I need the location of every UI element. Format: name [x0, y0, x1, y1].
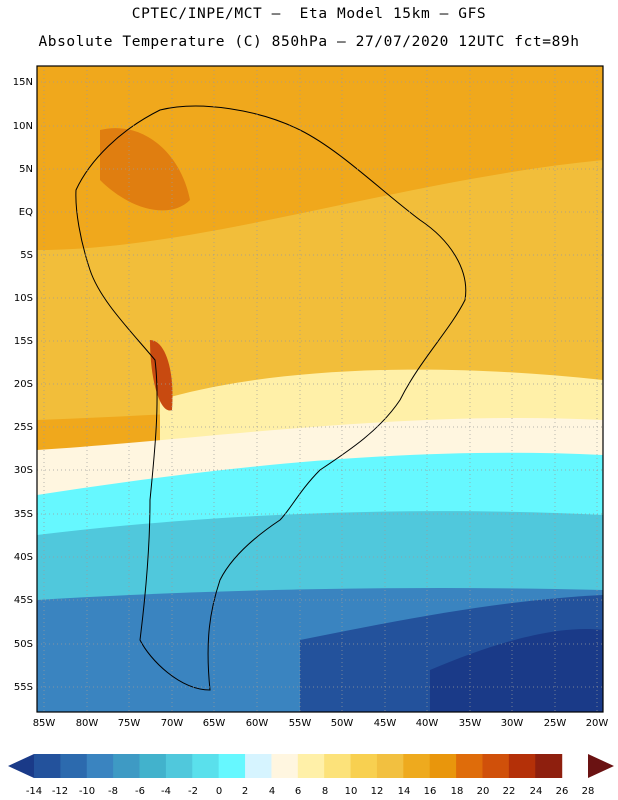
colorbar-label: -6: [135, 786, 145, 797]
field-darkest-blue-patch: [430, 629, 603, 712]
colorbar-label: -12: [52, 786, 68, 797]
colorbar-label: 0: [216, 786, 222, 797]
colorbar-label: 10: [345, 786, 358, 797]
colorbar-cell: [482, 754, 510, 778]
lon-label: 25W: [544, 718, 567, 729]
colorbar-label: 8: [322, 786, 328, 797]
lon-label: 60W: [246, 718, 269, 729]
colorbar-cell: [113, 754, 141, 778]
colorbar-label: 2: [242, 786, 248, 797]
colorbar-label: 4: [269, 786, 275, 797]
lat-label: 30S: [14, 465, 33, 476]
map-title-line1: CPTEC/INPE/MCT – Eta Model 15km – GFS: [131, 6, 487, 22]
colorbar-labels: -14 -12 -10 -8 -6 -4 -2 0 2 4 6 8 10 12 …: [26, 786, 595, 797]
colorbar-cell: [34, 754, 61, 778]
colorbar: -14 -12 -10 -8 -6 -4 -2 0 2 4 6 8 10 12 …: [8, 754, 614, 797]
colorbar-label: 16: [424, 786, 437, 797]
colorbar-label: 28: [582, 786, 595, 797]
field-light-blue-band: [37, 511, 603, 610]
temperature-field: [37, 66, 603, 712]
colorbar-label: 14: [398, 786, 411, 797]
lon-label: 45W: [374, 718, 397, 729]
colorbar-cell: [324, 754, 352, 778]
latitude-labels: 15N 10N 5N EQ 5S 10S 15S 20S 25S 30S 35S…: [13, 77, 33, 693]
lat-label: 35S: [14, 509, 33, 520]
colorbar-high-arrow: [588, 754, 614, 778]
lon-label: 30W: [501, 718, 524, 729]
lat-label: 25S: [14, 422, 33, 433]
colorbar-cell: [165, 754, 193, 778]
colorbar-label: 18: [451, 786, 464, 797]
colorbar-cell: [376, 754, 404, 778]
colorbar-cell: [139, 754, 167, 778]
lat-label: EQ: [19, 207, 33, 218]
colorbar-label: -4: [161, 786, 171, 797]
field-warm-band: [37, 160, 603, 420]
lat-label: 55S: [14, 682, 33, 693]
colorbar-cell: [456, 754, 484, 778]
map-title-line2: Absolute Temperature (C) 850hPa – 27/07/…: [38, 34, 580, 50]
map-frame: [36, 65, 604, 713]
colorbar-low-arrow: [8, 754, 34, 778]
colorbar-cell: [429, 754, 457, 778]
colorbar-label: 20: [477, 786, 490, 797]
lat-label: 10N: [13, 121, 33, 132]
lon-label: 40W: [416, 718, 439, 729]
colorbar-label: -2: [188, 786, 198, 797]
colorbar-cell: [192, 754, 220, 778]
colorbar-cell: [218, 754, 246, 778]
colorbar-label: 26: [556, 786, 569, 797]
lat-label: 5S: [20, 250, 33, 261]
lon-label: 70W: [161, 718, 184, 729]
colorbar-label: 6: [295, 786, 301, 797]
colorbar-cell: [350, 754, 378, 778]
lon-label: 80W: [76, 718, 99, 729]
lat-label: 5N: [19, 164, 33, 175]
longitude-labels: 85W 80W 75W 70W 65W 60W 55W 50W 45W 40W …: [33, 718, 609, 729]
lon-label: 75W: [118, 718, 141, 729]
lon-label: 20W: [586, 718, 609, 729]
lon-label: 85W: [33, 718, 56, 729]
lat-label: 10S: [14, 293, 33, 304]
colorbar-cell: [508, 754, 536, 778]
lon-label: 50W: [331, 718, 354, 729]
colorbar-label: 22: [503, 786, 516, 797]
colorbar-label: 12: [371, 786, 384, 797]
field-cyan-band: [37, 452, 603, 540]
coastlines: [75, 105, 467, 691]
field-hot-patch: [150, 340, 173, 411]
colorbar-label: -14: [26, 786, 42, 797]
lon-label: 65W: [203, 718, 226, 729]
colorbar-cell: [403, 754, 431, 778]
lat-label: 20S: [14, 379, 33, 390]
colorbar-cell: [245, 754, 273, 778]
lon-label: 35W: [459, 718, 482, 729]
lat-label: 40S: [14, 552, 33, 563]
lon-label: 55W: [289, 718, 312, 729]
colorbar-cells: [34, 754, 563, 778]
colorbar-cell: [86, 754, 114, 778]
colorbar-cell: [60, 754, 88, 778]
colorbar-label: 24: [530, 786, 543, 797]
colorbar-label: -10: [79, 786, 95, 797]
colorbar-cell: [297, 754, 325, 778]
lat-label: 15N: [13, 77, 33, 88]
lat-label: 50S: [14, 639, 33, 650]
lat-label: 15S: [14, 336, 33, 347]
lat-label: 45S: [14, 595, 33, 606]
colorbar-cell: [535, 754, 563, 778]
colorbar-label: -8: [108, 786, 118, 797]
south-america-coastline: [75, 105, 467, 691]
colorbar-cell: [271, 754, 299, 778]
